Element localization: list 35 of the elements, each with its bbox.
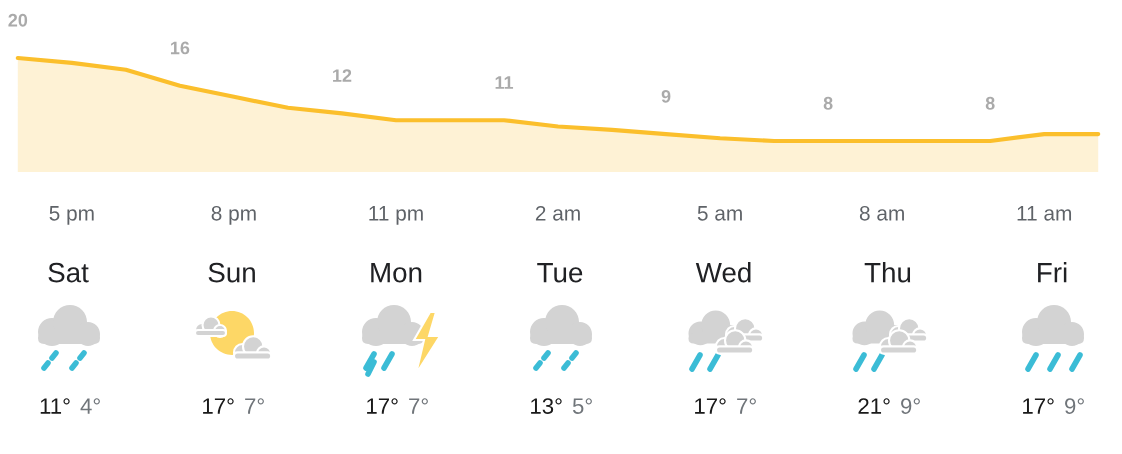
data-label: 16 [170, 41, 190, 55]
category-label: Fri [1038, 262, 1067, 283]
data-label: 9° [1065, 398, 1084, 414]
data-label: 21° [858, 398, 890, 414]
category-label: Sun [208, 262, 255, 283]
data-label: 8 [985, 96, 995, 110]
data-label: 20 [8, 13, 28, 27]
category-label: Tue [537, 263, 583, 283]
data-label: 11° [40, 398, 70, 414]
x-tick-label: 5 am [697, 206, 742, 221]
data-label: 17° [367, 398, 398, 414]
x-tick-label: 5 pm [49, 206, 94, 225]
x-tick-label: 11 pm [369, 206, 423, 225]
category-label: Thu [864, 262, 911, 283]
data-label: 5° [572, 398, 592, 414]
data-label: 9° [901, 398, 920, 414]
category-label: Wed [695, 262, 751, 283]
x-tick-label: 2 am [535, 205, 580, 221]
data-label: 17° [203, 398, 234, 414]
data-label: 7° [737, 398, 756, 414]
data-label: 11 [495, 76, 514, 89]
category-label: Mon [371, 263, 422, 283]
data-label: 13° [531, 398, 562, 414]
data-label: 9 [661, 89, 671, 103]
x-tick-label: 11 am [1017, 206, 1072, 221]
data-label: 4° [80, 398, 100, 414]
x-tick-label: 8 pm [211, 205, 256, 225]
data-label: 17° [695, 398, 726, 414]
data-label: 12 [333, 69, 352, 82]
x-tick-label: 8 am [859, 205, 904, 221]
data-label: 7° [245, 398, 264, 414]
data-label: 8 [823, 96, 833, 110]
category-label: Sat [48, 262, 89, 283]
data-label: 7° [409, 398, 428, 414]
data-label: 17° [1023, 398, 1054, 414]
